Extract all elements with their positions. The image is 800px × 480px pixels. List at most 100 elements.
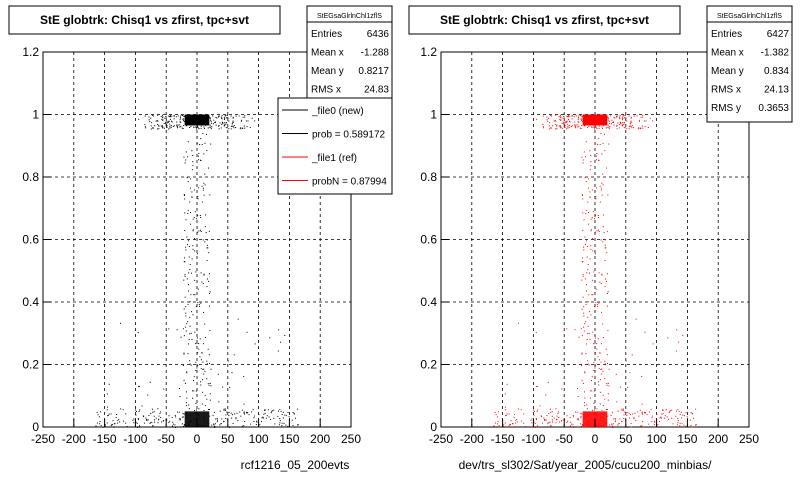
data-point (133, 422, 135, 424)
data-point (602, 370, 604, 372)
data-point (195, 127, 197, 129)
data-point (189, 363, 191, 365)
data-point (597, 305, 599, 307)
data-point (224, 115, 226, 117)
data-point (505, 415, 507, 417)
data-point (650, 409, 652, 411)
data-point (531, 418, 533, 420)
data-point (657, 424, 659, 426)
data-point (208, 305, 210, 307)
data-point (599, 144, 601, 146)
data-point (233, 127, 235, 129)
data-point (232, 116, 234, 118)
data-point (200, 230, 202, 232)
data-point (587, 301, 589, 303)
data-point (209, 126, 211, 128)
data-point (626, 415, 628, 417)
data-point (230, 115, 232, 117)
data-point (644, 412, 646, 414)
data-point (297, 408, 299, 410)
data-point (616, 116, 618, 118)
data-point (505, 414, 507, 416)
data-point (594, 126, 596, 128)
data-point (575, 115, 577, 117)
stats-label: RMS y (711, 103, 741, 114)
data-point (594, 218, 596, 220)
data-point (240, 120, 242, 122)
data-point (515, 420, 517, 422)
data-point (144, 124, 146, 126)
data-point (212, 414, 214, 416)
data-point (190, 272, 192, 274)
x-tick-label: 200 (708, 432, 728, 446)
data-point (605, 167, 607, 169)
data-point (681, 422, 683, 424)
data-point (606, 384, 608, 386)
data-point (592, 410, 594, 412)
data-point (189, 223, 191, 225)
data-point (545, 394, 547, 396)
data-point (237, 318, 239, 320)
data-point (232, 117, 234, 119)
data-point (517, 421, 519, 423)
data-point (187, 156, 189, 158)
data-point (642, 127, 644, 129)
data-point (159, 412, 161, 414)
data-point (218, 115, 220, 117)
data-point (261, 420, 263, 422)
data-point (508, 425, 510, 427)
data-point (227, 360, 229, 362)
data-point (200, 127, 202, 129)
data-point (581, 279, 583, 281)
data-point (224, 117, 226, 119)
data-point (189, 211, 191, 213)
data-point (639, 127, 641, 129)
data-point (623, 127, 625, 129)
data-point (652, 343, 654, 345)
data-point (138, 426, 140, 428)
data-point (181, 423, 183, 425)
data-point (509, 424, 511, 426)
data-point (603, 232, 605, 234)
data-point (189, 301, 191, 303)
data-point (216, 419, 218, 421)
data-point (546, 415, 548, 417)
data-point (209, 415, 211, 417)
data-point (605, 348, 607, 350)
data-point (553, 120, 555, 122)
x-tick-label: 50 (221, 432, 235, 446)
data-point (199, 143, 201, 145)
data-point (185, 159, 187, 161)
data-point (552, 125, 554, 127)
data-point (587, 363, 589, 365)
data-point (555, 408, 557, 410)
data-point (690, 424, 692, 426)
data-point (136, 426, 138, 428)
data-point (598, 160, 600, 162)
data-point (149, 381, 151, 383)
y-tick-label: 1 (32, 108, 39, 122)
data-point (211, 122, 213, 124)
data-point (280, 341, 282, 343)
data-point (659, 417, 661, 419)
data-point (624, 411, 626, 413)
data-point (162, 127, 164, 129)
data-point (566, 120, 568, 122)
data-point (218, 401, 220, 403)
data-point (112, 420, 114, 422)
data-point (685, 425, 687, 427)
data-point (246, 412, 248, 414)
data-point (175, 116, 177, 118)
data-point (193, 376, 195, 378)
data-point (582, 257, 584, 259)
data-point (577, 124, 579, 126)
data-point (602, 323, 604, 325)
data-point (671, 417, 673, 419)
data-point (188, 256, 190, 258)
x-tick-label: 150 (279, 432, 299, 446)
data-point (628, 412, 630, 414)
data-point (208, 354, 210, 356)
data-point (279, 422, 281, 424)
data-point (572, 426, 574, 428)
data-point (180, 126, 182, 128)
